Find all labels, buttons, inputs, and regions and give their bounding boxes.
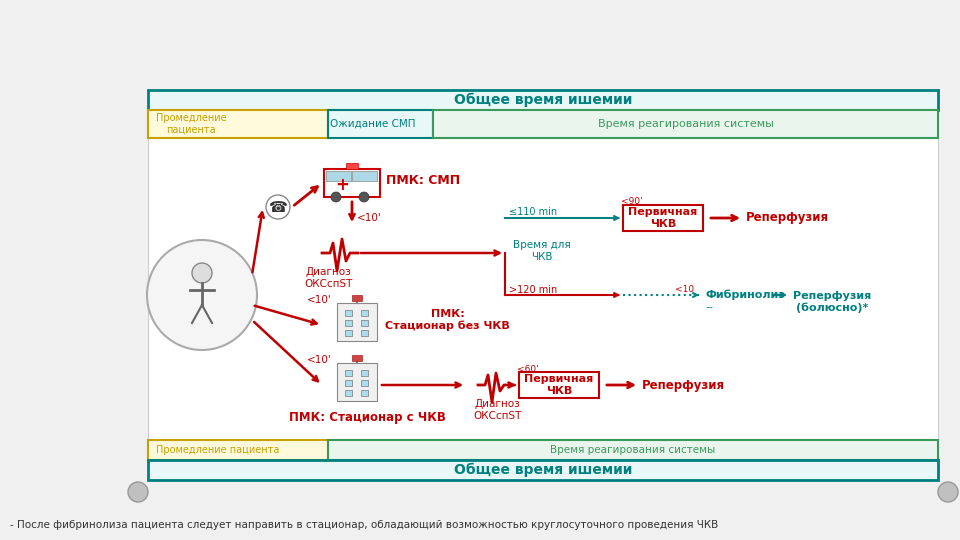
- FancyBboxPatch shape: [433, 110, 938, 138]
- FancyBboxPatch shape: [326, 171, 351, 181]
- FancyBboxPatch shape: [361, 310, 368, 316]
- FancyBboxPatch shape: [328, 110, 433, 138]
- FancyBboxPatch shape: [324, 169, 380, 197]
- Text: <10': <10': [357, 213, 382, 223]
- FancyBboxPatch shape: [148, 90, 938, 110]
- Circle shape: [266, 195, 290, 219]
- Circle shape: [192, 263, 212, 283]
- FancyBboxPatch shape: [361, 370, 368, 376]
- FancyBboxPatch shape: [345, 310, 352, 316]
- Text: ПМК:
Стационар без ЧКВ: ПМК: Стационар без ЧКВ: [385, 309, 510, 331]
- Text: <60': <60': [517, 364, 539, 374]
- Text: --: --: [705, 302, 713, 312]
- Circle shape: [938, 482, 958, 502]
- Text: Время реагирования системы: Время реагирования системы: [550, 445, 715, 455]
- FancyBboxPatch shape: [328, 440, 938, 460]
- Text: Первичная
ЧКВ: Первичная ЧКВ: [629, 207, 698, 229]
- Text: <10': <10': [307, 295, 332, 305]
- FancyBboxPatch shape: [352, 295, 362, 301]
- Text: Реперфузия: Реперфузия: [642, 379, 725, 392]
- Text: <10: <10: [675, 285, 694, 294]
- Text: Диагноз
ОКСспST: Диагноз ОКСспST: [304, 267, 352, 289]
- Text: Первичная
ЧКВ: Первичная ЧКВ: [524, 374, 593, 396]
- Text: <10': <10': [307, 355, 332, 365]
- Text: Диагноз
ОКСспST: Диагноз ОКСспST: [473, 399, 521, 421]
- FancyBboxPatch shape: [361, 390, 368, 396]
- Text: Общее время ишемии: Общее время ишемии: [454, 463, 633, 477]
- Text: Фибринолиз: Фибринолиз: [705, 290, 784, 300]
- Text: Время для
ЧКВ: Время для ЧКВ: [513, 240, 571, 262]
- FancyBboxPatch shape: [519, 372, 599, 398]
- Text: Промедление пациента: Промедление пациента: [156, 445, 279, 455]
- FancyBboxPatch shape: [623, 205, 703, 231]
- Text: Промедление
пациента: Промедление пациента: [156, 113, 227, 135]
- Text: >120 min: >120 min: [509, 285, 557, 295]
- Text: ☎: ☎: [269, 199, 287, 214]
- FancyBboxPatch shape: [148, 90, 938, 480]
- Circle shape: [359, 192, 369, 202]
- FancyBboxPatch shape: [361, 380, 368, 386]
- FancyBboxPatch shape: [361, 330, 368, 336]
- Text: Реперфузия: Реперфузия: [746, 212, 829, 225]
- FancyBboxPatch shape: [337, 363, 377, 401]
- Text: <90': <90': [621, 198, 642, 206]
- Text: ПМК: Стационар с ЧКВ: ПМК: Стационар с ЧКВ: [289, 410, 445, 423]
- Text: - После фибринолиза пациента следует направить в стационар, обладающий возможнос: - После фибринолиза пациента следует нап…: [10, 520, 718, 530]
- FancyBboxPatch shape: [352, 355, 362, 361]
- Text: ≤110 min: ≤110 min: [509, 207, 557, 217]
- FancyBboxPatch shape: [345, 390, 352, 396]
- Text: Ожидание СМП: Ожидание СМП: [330, 119, 416, 129]
- Text: Реперфузия
(болюсно)*: Реперфузия (болюсно)*: [793, 291, 872, 313]
- FancyBboxPatch shape: [346, 163, 358, 169]
- Text: Время реагирования системы: Время реагирования системы: [597, 119, 774, 129]
- Text: +: +: [335, 176, 348, 194]
- FancyBboxPatch shape: [345, 330, 352, 336]
- FancyBboxPatch shape: [345, 380, 352, 386]
- FancyBboxPatch shape: [352, 171, 377, 181]
- FancyBboxPatch shape: [337, 303, 377, 341]
- FancyBboxPatch shape: [148, 440, 328, 460]
- FancyBboxPatch shape: [361, 320, 368, 326]
- Circle shape: [147, 240, 257, 350]
- FancyBboxPatch shape: [345, 320, 352, 326]
- Circle shape: [128, 482, 148, 502]
- Circle shape: [331, 192, 341, 202]
- FancyBboxPatch shape: [148, 110, 328, 138]
- FancyBboxPatch shape: [345, 370, 352, 376]
- Text: ПМК: СМП: ПМК: СМП: [386, 174, 460, 187]
- Text: Общее время ишемии: Общее время ишемии: [454, 93, 633, 107]
- FancyBboxPatch shape: [148, 460, 938, 480]
